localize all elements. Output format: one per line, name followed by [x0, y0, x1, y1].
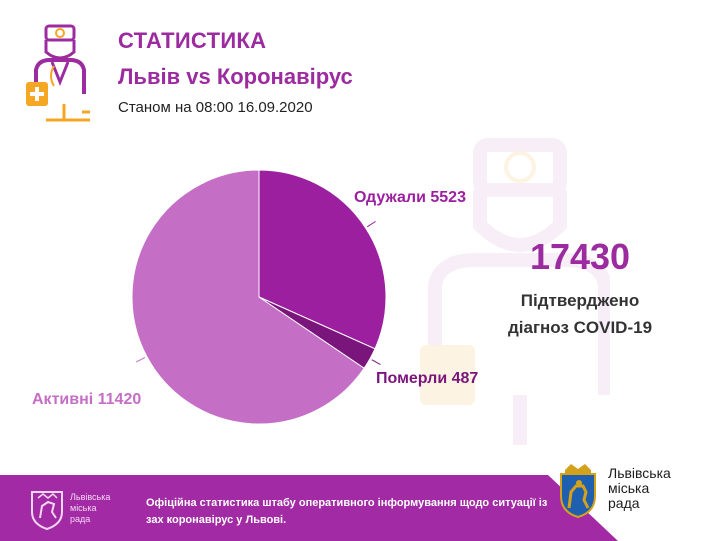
doctor-icon [26, 24, 90, 122]
lion-emblem-icon [31, 491, 63, 530]
council-name-line2: міська [608, 480, 650, 496]
city-coat-of-arms-icon [560, 464, 596, 518]
footer-brand-line3: рада [70, 514, 91, 524]
footer-brand-line1: Львівська [70, 492, 111, 502]
footer-brand: Львівська міська рада [70, 492, 110, 525]
pie-slice-active [131, 169, 365, 425]
page-subtitle: Львів vs Коронавірус [118, 64, 353, 89]
doctor-watermark-icon [420, 138, 610, 445]
pie-leader-lines [135, 220, 381, 366]
page-title: СТАТИСТИКА [118, 28, 267, 53]
leader-line [135, 356, 146, 363]
pie-slices [131, 169, 387, 425]
confirmed-caption: Підтверджено діагноз COVID-19 [490, 287, 670, 341]
pie-chart: Одужали 5523 Померли 487 Активні 11420 [32, 169, 478, 425]
slice-label-active: Активні 11420 [32, 391, 141, 408]
confirmed-total: 17430 [529, 236, 631, 277]
slice-label-recovered: Одужали 5523 [354, 189, 466, 206]
leader-line [366, 220, 376, 228]
footer-disclaimer: Офіційна статистика штабу оперативного і… [146, 497, 548, 526]
confirmed-caption-line1: Підтверджено [520, 291, 640, 310]
council-name-line3: рада [608, 495, 640, 511]
leader-line [371, 359, 381, 366]
council-name-line1: Львівська [608, 465, 671, 481]
slice-label-died: Померли 487 [376, 370, 478, 387]
report-date: Станом на 08:00 16.09.2020 [118, 99, 313, 116]
pie-slice-recovered [258, 169, 387, 350]
city-council-name: Львівська міська рада [608, 466, 671, 511]
confirmed-caption-line2: діагноз COVID-19 [507, 318, 653, 337]
footer-brand-line2: міська [70, 503, 97, 513]
